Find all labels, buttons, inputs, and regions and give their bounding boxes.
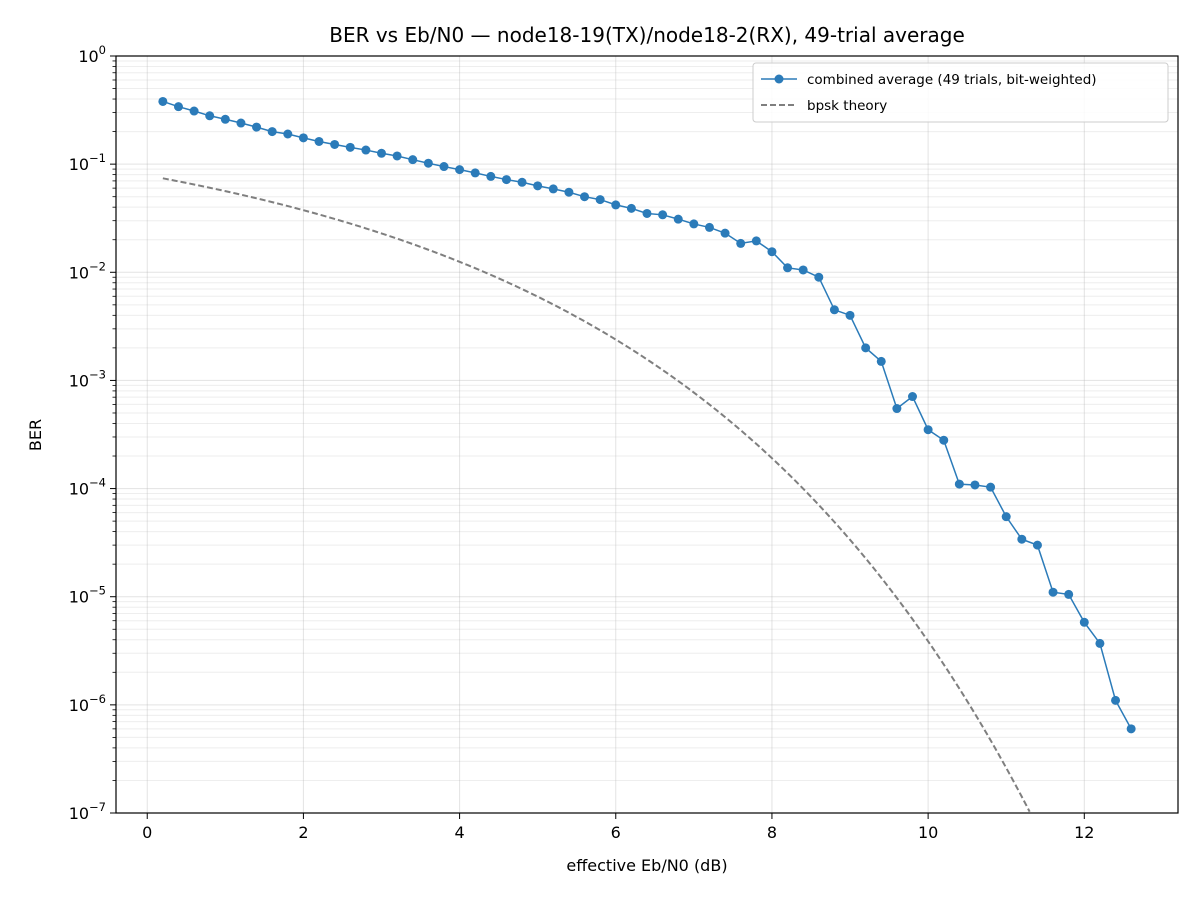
legend-label-bpsk-theory: bpsk theory: [807, 98, 887, 114]
data-point: [564, 187, 574, 197]
data-point: [533, 181, 543, 191]
data-point: [283, 129, 293, 139]
data-point: [298, 133, 308, 143]
data-point: [611, 200, 621, 210]
data-point: [767, 247, 777, 257]
data-point: [751, 236, 761, 246]
data-point: [736, 238, 746, 248]
data-point: [626, 203, 636, 213]
data-point: [1126, 724, 1136, 734]
data-point: [220, 114, 230, 124]
x-tick-label: 2: [298, 823, 308, 842]
data-point: [314, 136, 324, 146]
data-point: [486, 171, 496, 181]
data-point: [361, 145, 371, 155]
data-point: [1001, 512, 1011, 522]
data-point: [1032, 540, 1042, 550]
data-point: [642, 208, 652, 218]
data-point: [330, 139, 340, 149]
data-point: [548, 184, 558, 194]
data-point: [954, 479, 964, 489]
data-point: [189, 106, 199, 116]
data-point: [345, 142, 355, 152]
data-point: [1017, 534, 1027, 544]
data-point: [580, 192, 590, 202]
data-point: [876, 356, 886, 366]
y-tick-label: 10−4: [69, 476, 106, 499]
data-point: [205, 111, 215, 121]
data-point: [939, 435, 949, 445]
data-point: [658, 210, 668, 220]
data-point: [892, 404, 902, 414]
data-point: [1111, 695, 1121, 705]
data-point: [783, 263, 793, 273]
legend-label-combined-average: combined average (49 trials, bit-weighte…: [807, 72, 1097, 88]
data-point: [267, 127, 277, 137]
y-tick-label: 10−7: [69, 800, 106, 823]
y-tick-label: 10−5: [69, 584, 106, 607]
data-point: [970, 480, 980, 490]
data-point: [829, 305, 839, 315]
series-bpsk-theory-line: [162, 177, 1031, 813]
y-tick-label: 10−6: [69, 692, 106, 715]
data-point: [845, 310, 855, 320]
grid: [116, 55, 1178, 814]
y-tick-label: 100: [78, 43, 106, 66]
data-point: [1048, 587, 1058, 597]
y-tick-label: 10−1: [69, 151, 106, 174]
data-point: [720, 228, 730, 238]
data-point: [455, 165, 465, 175]
data-point: [252, 122, 262, 132]
data-point: [798, 265, 808, 275]
y-tick-label: 10−3: [69, 367, 106, 390]
data-point: [517, 177, 527, 187]
y-tick-label: 10−2: [69, 259, 106, 282]
data-point: [861, 343, 871, 353]
legend-box: [752, 62, 1169, 123]
x-tick-label: 12: [1074, 823, 1094, 842]
data-point: [1064, 589, 1074, 599]
data-point: [236, 118, 246, 128]
x-axis-label: effective Eb/N0 (dB): [566, 856, 727, 875]
data-point: [1079, 617, 1089, 627]
x-tick-label: 4: [454, 823, 464, 842]
data-point: [923, 425, 933, 435]
x-tick-label: 6: [611, 823, 621, 842]
series-layer: [158, 96, 1136, 813]
data-point: [986, 482, 996, 492]
data-point: [908, 392, 917, 402]
data-point: [673, 214, 683, 224]
legend-marker-combined-average: [774, 74, 784, 84]
data-point: [158, 96, 168, 106]
data-point: [408, 155, 418, 165]
x-tick-label: 10: [918, 823, 938, 842]
plot-frame: [115, 55, 1179, 814]
data-point: [377, 148, 386, 158]
data-point: [439, 162, 449, 172]
data-point: [814, 272, 824, 282]
axis-ticks: 0 2 4 6 8 10 12 100 10−1 10−2 10−3 10−4 10−5 10−6 10−7: [69, 43, 1095, 842]
x-tick-label: 0: [142, 823, 152, 842]
data-point: [689, 219, 699, 229]
data-point: [392, 151, 402, 161]
x-tick-label: 8: [767, 823, 777, 842]
data-point: [704, 222, 714, 232]
y-axis-label: BER: [26, 419, 45, 451]
data-point: [470, 168, 480, 178]
chart-title: BER vs Eb/N0 — node18-19(TX)/node18-2(RX…: [329, 23, 965, 47]
data-point: [173, 102, 183, 112]
data-point: [595, 195, 605, 205]
data-point: [501, 175, 511, 185]
data-point: [423, 158, 433, 168]
legend: combined average (49 trials, bit-weighte…: [752, 62, 1169, 123]
data-point: [1095, 638, 1105, 648]
